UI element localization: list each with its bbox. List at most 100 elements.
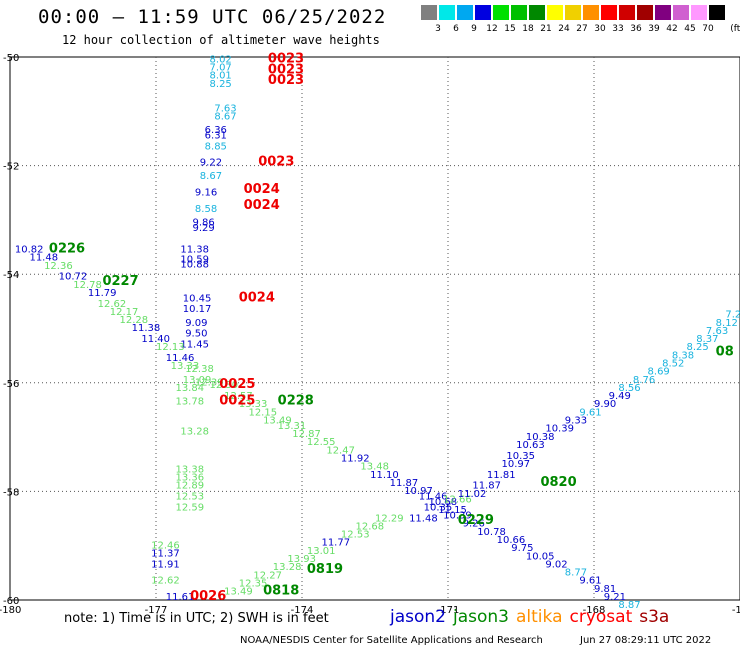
swh-value: 11.92	[341, 454, 370, 465]
swh-value: 8.76	[633, 375, 655, 386]
footnote: note: 1) Time is in UTC; 2) SWH is in fe…	[64, 611, 329, 626]
x-tick-label: -174	[291, 605, 314, 616]
swh-value: 12.30	[210, 380, 239, 391]
swh-value: 7.63	[706, 326, 728, 337]
legend-label: 27	[576, 24, 588, 34]
track-time-label: 0025	[219, 377, 255, 392]
swh-value: 8.01	[210, 71, 232, 82]
swh-value: 13.93	[287, 554, 316, 565]
x-tick-label: -16	[732, 605, 740, 616]
map-subtitle: 12 hour collection of altimeter wave hei…	[62, 33, 380, 47]
swh-value: 10.72	[59, 272, 88, 283]
swh-value: 7.63	[214, 103, 236, 114]
legend-label: 33	[612, 24, 624, 34]
track-time-label: 0025	[219, 394, 255, 409]
track-time-label: 0024	[244, 198, 280, 213]
swh-value: 13.48	[360, 462, 389, 473]
swh-value: 12.87	[292, 429, 321, 440]
swh-value: 10.82	[15, 244, 44, 255]
y-tick-label: -58	[3, 487, 19, 498]
swh-value: 12.47	[326, 445, 355, 456]
swh-value: 8.52	[662, 359, 684, 370]
swh-value: 9.50	[185, 329, 207, 340]
swh-value: 12.15	[248, 407, 277, 418]
legend-swatch	[475, 5, 491, 20]
swh-value: 9.49	[609, 391, 631, 402]
swh-value: 10.63	[516, 440, 545, 451]
swh-value: 12.36	[44, 261, 73, 272]
satellite-s3a: s3a	[639, 607, 670, 627]
satellite-altika: altika	[516, 607, 563, 627]
swh-value: 13.28	[180, 426, 209, 437]
swh-value: 8.12	[716, 318, 738, 329]
swh-value: 11.87	[472, 481, 501, 492]
legend-label: 24	[558, 24, 570, 34]
swh-value: 8.67	[214, 111, 236, 122]
swh-value: 11.48	[409, 513, 438, 524]
x-tick-label: -180	[0, 605, 21, 616]
swh-value: 10.97	[502, 459, 531, 470]
legend-label: 36	[630, 24, 642, 34]
swh-value: 12.17	[110, 307, 139, 318]
swh-value: 12.68	[356, 521, 385, 532]
swh-value: 7.07	[210, 63, 232, 74]
legend-swatch	[691, 5, 707, 20]
legend-swatch	[529, 5, 545, 20]
swh-value: 10.59	[180, 254, 209, 265]
legend-label: 21	[540, 24, 552, 34]
swh-value: 8.56	[618, 383, 640, 394]
swh-value: 11.37	[151, 549, 180, 560]
swh-value: 12.28	[120, 315, 149, 326]
legend-swatch	[673, 5, 689, 20]
swh-value: 6.36	[205, 125, 227, 136]
map-title: 00:00 – 11:59 UTC 06/25/2022	[38, 6, 387, 28]
swh-value: 8.77	[565, 568, 587, 579]
swh-value: 12.53	[175, 492, 204, 503]
legend-swatch	[565, 5, 581, 20]
track-time-label: 0023	[268, 73, 304, 88]
swh-value: 8.87	[618, 600, 640, 611]
legend-swatch	[457, 5, 473, 20]
generated-timestamp: Jun 27 08:29:11 UTC 2022	[580, 635, 712, 646]
legend-label: 9	[471, 24, 477, 34]
swh-value: 11.87	[390, 478, 419, 489]
swh-value: 6.31	[205, 130, 227, 141]
swh-value: 11.48	[29, 253, 58, 264]
swh-value: 8.58	[195, 204, 217, 215]
track-time-label: 08	[716, 345, 734, 360]
swh-value: 9.26	[463, 519, 485, 530]
swh-value: 8.69	[648, 367, 670, 378]
swh-value: 12.78	[73, 280, 102, 291]
swh-value: 11.40	[141, 334, 170, 345]
track-time-label: 0819	[307, 562, 343, 577]
swh-value: 13.28	[273, 562, 302, 573]
swh-value: 13.36	[175, 473, 204, 484]
swh-value: 8.38	[672, 350, 694, 361]
swh-value: 9.90	[594, 399, 616, 410]
satellite-jason2: jason2	[390, 607, 446, 627]
swh-value: 11.45	[180, 340, 209, 351]
legend-label: 3	[435, 24, 441, 34]
swh-value: 13.38	[175, 464, 204, 475]
swh-value: 13.49	[263, 416, 292, 427]
legend-label: 30	[594, 24, 606, 34]
swh-value: 12.27	[253, 570, 282, 581]
legend-label: 39	[648, 24, 660, 34]
swh-value: 7.2	[725, 310, 740, 321]
swh-value: 12.55	[307, 437, 336, 448]
legend-label: 45	[684, 24, 696, 34]
swh-value: 12.57	[224, 391, 253, 402]
legend-swatch	[655, 5, 671, 20]
swh-value: 10.68	[429, 497, 458, 508]
legend-swatch	[709, 5, 725, 20]
swh-value: 11.81	[487, 470, 516, 481]
legend-unit: (ft)	[730, 24, 740, 34]
swh-value: 9.21	[604, 592, 626, 603]
swh-value: 10.17	[183, 304, 212, 315]
track-time-label: 0026	[190, 589, 226, 604]
swh-value: 12.46	[151, 540, 180, 551]
swh-value: 10.35	[506, 451, 535, 462]
swh-value: 9.29	[193, 223, 215, 234]
swh-value: 10.45	[183, 293, 212, 304]
